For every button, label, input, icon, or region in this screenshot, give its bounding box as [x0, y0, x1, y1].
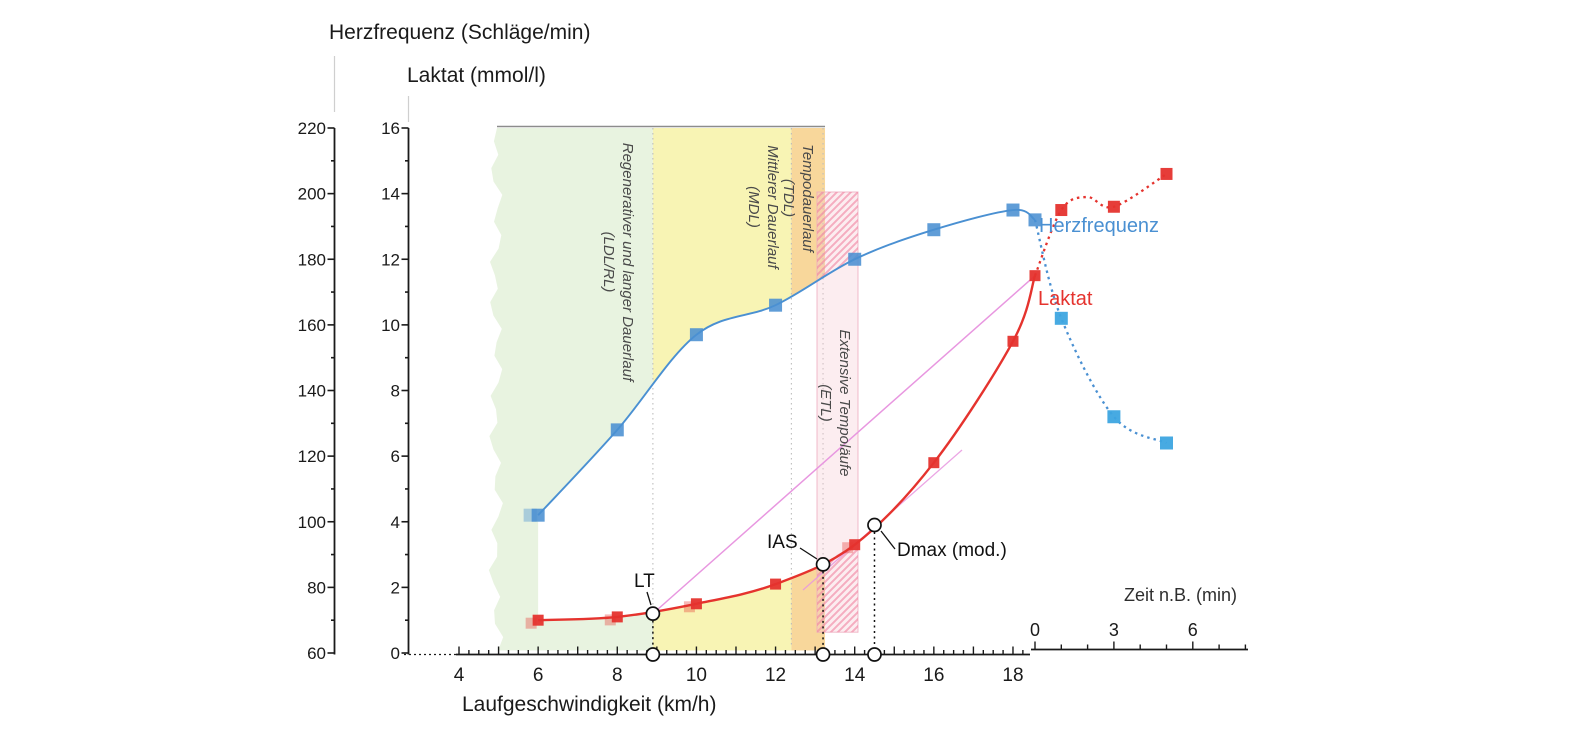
- lactate-axis-tick-label: 8: [391, 382, 400, 401]
- lactate-point: [928, 457, 940, 469]
- dmax-axis-marker: [867, 647, 882, 662]
- ias-threshold-marker: [815, 557, 831, 572]
- time-axis-tick-label: 0: [1030, 620, 1040, 640]
- heart-rate-recovery-curve: [1033, 219, 1168, 445]
- zone-label-tdl-line2: (TDL): [780, 178, 797, 218]
- ias-threshold-label: IAS: [767, 532, 798, 553]
- speed-axis-tick-label: 16: [923, 665, 944, 686]
- ias-pointer-line: [799, 547, 818, 560]
- lactate-recovery-point: [1107, 200, 1120, 213]
- zone-label-etl-line2: (ETL): [817, 384, 834, 422]
- heart-rate-point: [1028, 213, 1042, 227]
- zone-label-ldl-line2: (LDL/RL): [600, 231, 617, 293]
- lactate-point-ghost: [525, 617, 537, 629]
- ias-axis-marker: [815, 647, 831, 662]
- speed-axis-tick-label: 8: [612, 665, 623, 686]
- heart-rate-recovery-point: [1054, 311, 1068, 325]
- time-axis-tick-label: 6: [1188, 620, 1198, 640]
- lactate-axis-tick-label: 10: [381, 316, 400, 335]
- lactate-axis-tick-label: 4: [391, 513, 400, 532]
- dmax-threshold-label: Dmax (mod.): [897, 540, 1007, 561]
- lactate-point-ghost: [683, 601, 695, 613]
- lactate-axis-tick-label: 12: [381, 250, 400, 269]
- heart-rate-point: [531, 508, 545, 522]
- zone-label-mdl: Mittlerer Dauerlauf (MDL): [744, 145, 782, 268]
- lactate-series-label: Laktat: [1038, 288, 1093, 310]
- lactate-point: [770, 578, 782, 590]
- between-curves-mask: [538, 209, 1035, 621]
- heart-rate-point: [610, 423, 624, 437]
- lactate-point: [611, 611, 623, 623]
- hr-axis-tick-label: 160: [298, 316, 326, 335]
- lactate-point-ghost: [604, 614, 616, 626]
- heart-rate-series-label: Herzfrequenz: [1039, 215, 1160, 237]
- speed-axis-tick-label: 12: [765, 665, 786, 686]
- zone-label-ldl: Regenerativer und langer Dauerlauf (LDL/…: [599, 143, 637, 381]
- lactate-point: [532, 614, 544, 626]
- lactate-recovery-curve: [1033, 172, 1168, 277]
- speed-axis-tick-label: 4: [454, 665, 465, 686]
- heart-rate-point: [769, 298, 783, 312]
- etl-hatch-top: [817, 191, 858, 280]
- lactate-axis-tick-label: 2: [391, 578, 400, 597]
- heart-rate-recovery-point: [1107, 410, 1121, 424]
- dmax-threshold-marker: [867, 517, 882, 533]
- speed-axis-tick-label: 6: [533, 665, 544, 686]
- hr-axis-tick-label: 180: [298, 250, 326, 269]
- lactate-curve: [538, 275, 1037, 622]
- lactate-axis-tick-label: 6: [391, 447, 400, 466]
- lactate-point: [1007, 335, 1019, 347]
- zone-label-tdl: Tempodauerlauf (TDL): [779, 144, 817, 252]
- heart-rate-point: [689, 328, 703, 342]
- hr-axis-tick-label: 140: [298, 382, 326, 401]
- dmax-pointer-line: [880, 530, 896, 550]
- lactate-point: [849, 539, 861, 551]
- hr-axis-tick-label: 120: [298, 447, 326, 466]
- speed-axis-tick-label: 14: [844, 665, 866, 686]
- time-axis-title: Zeit n.B. (min): [1124, 585, 1238, 605]
- lt-threshold-label: LT: [634, 571, 655, 592]
- time-axis-tick-label: 3: [1109, 620, 1119, 640]
- lactate-axis-tick-label: 14: [381, 185, 400, 204]
- lactate-point: [690, 598, 702, 610]
- heart-rate-point: [848, 252, 862, 266]
- zone-label-tdl-line1: Tempodauerlauf: [799, 144, 816, 252]
- hr-axis-tick-label: 220: [298, 119, 326, 138]
- lt-pointer-line: [646, 591, 652, 606]
- speed-axis-title: Laufgeschwindigkeit (km/h): [462, 693, 717, 716]
- hr-axis-tick-label: 80: [307, 578, 326, 597]
- heart-rate-recovery-point: [1160, 436, 1173, 450]
- lactate-point: [1029, 270, 1041, 282]
- lactate-recovery-point: [1055, 204, 1068, 217]
- dmax-baseline: [652, 275, 1036, 615]
- zone-label-ldl-line1: Regenerativer und langer Dauerlauf: [619, 142, 636, 382]
- hr-axis-title: Herzfrequenz (Schläge/min): [329, 21, 591, 44]
- lt-axis-marker: [645, 647, 661, 662]
- lactate-point-ghost: [842, 542, 854, 554]
- lactate-axis-tick-label: 0: [391, 644, 400, 663]
- lt-threshold-marker: [645, 606, 661, 621]
- speed-axis-tick-label: 18: [1002, 665, 1023, 686]
- speed-axis-tick-label: 10: [686, 665, 707, 686]
- hr-axis-tick-label: 200: [298, 185, 326, 204]
- lactate-axis-tick-label: 16: [381, 119, 400, 138]
- heart-rate-point: [1006, 203, 1020, 217]
- heart-rate-point: [927, 223, 941, 237]
- lactate-axis-title: Laktat (mmol/l): [407, 64, 546, 87]
- hr-axis-tick-label: 100: [298, 513, 326, 532]
- hr-axis-tick-label: 60: [307, 644, 326, 663]
- zone-label-mdl-line2: (MDL): [745, 186, 762, 228]
- zone-label-etl: Extensive Tempoläufe (ETL): [816, 329, 854, 476]
- zone-label-etl-line1: Extensive Tempoläufe: [836, 329, 853, 477]
- lactate-recovery-point: [1160, 167, 1173, 180]
